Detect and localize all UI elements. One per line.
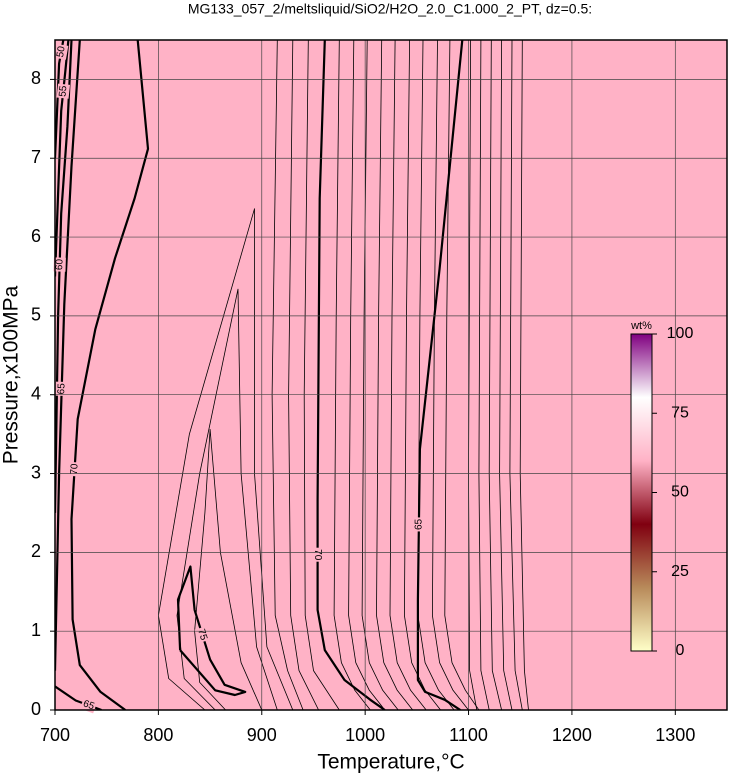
contour-line — [404, 40, 441, 710]
colorbar — [630, 333, 653, 652]
contour-line — [499, 40, 513, 710]
x-tick-label: 1100 — [449, 725, 488, 745]
contour-label: 65 — [55, 381, 68, 396]
y-tick-label: 1 — [31, 620, 41, 640]
contour-label-text: 65 — [81, 698, 96, 712]
contour-line — [488, 40, 502, 710]
y-tick-label: 4 — [31, 383, 41, 403]
plot-background — [55, 40, 727, 710]
y-tick-label: 5 — [31, 305, 41, 325]
contour-label-text: 65 — [413, 518, 424, 530]
y-tick-label: 2 — [31, 541, 41, 561]
contour-line — [519, 40, 529, 710]
contour-label-text: 60 — [54, 258, 65, 270]
contour-line — [55, 40, 73, 513]
colorbar-tick-label: 25 — [671, 563, 689, 580]
contour-label: 70 — [68, 461, 82, 477]
contour-line — [158, 208, 294, 710]
contour-line — [389, 40, 427, 710]
contour-line — [176, 565, 247, 697]
contour-line — [194, 429, 263, 710]
y-tick-label: 3 — [31, 462, 41, 482]
y-tick-label: 7 — [31, 147, 41, 167]
x-tick-label: 1300 — [655, 725, 695, 745]
contour-label-text: 70 — [69, 463, 81, 475]
contour-label-bg — [56, 83, 70, 99]
colorbar-tick-label: 0 — [676, 642, 685, 659]
contour-label: 70 — [311, 547, 324, 562]
contour-label-bg — [311, 547, 324, 562]
plot-frame — [54, 39, 728, 711]
contour-label-bg — [412, 517, 425, 532]
contour-label-text: 50 — [55, 45, 68, 58]
contour-label-bg — [194, 626, 211, 644]
contour-line — [444, 40, 480, 710]
x-axis-label: Temperature,°C — [317, 751, 464, 774]
contour-line — [468, 40, 478, 710]
x-tick-label: 1200 — [552, 725, 592, 745]
contour-line — [417, 40, 455, 710]
x-tick-label: 700 — [40, 725, 70, 745]
contour-line — [361, 40, 399, 710]
y-tick-label: 8 — [31, 68, 41, 88]
contour-line — [176, 288, 278, 710]
contour-line — [348, 40, 386, 710]
contour-label: 50 — [54, 43, 69, 60]
contour-line — [376, 40, 414, 710]
colorbar-label: wt% — [630, 320, 652, 332]
contour-label-bg — [53, 257, 66, 272]
contour-label-text: 70 — [312, 549, 323, 561]
x-tick-label: 1000 — [345, 725, 385, 745]
contour-line — [333, 40, 371, 710]
contour-line — [271, 40, 304, 710]
contour-line — [432, 40, 469, 710]
contour-label-bg — [55, 381, 68, 396]
contour-label-text: 65 — [56, 383, 67, 395]
x-tick-label: 800 — [143, 725, 173, 745]
colorbar-tick-label: 100 — [667, 325, 694, 342]
contour-line — [416, 40, 464, 710]
colorbar-tick-label: 50 — [671, 484, 689, 501]
y-tick-label: 0 — [31, 699, 41, 719]
contour-line — [70, 40, 150, 710]
contour-label-bg — [54, 43, 69, 60]
y-axis-label: Pressure,x100MPa — [0, 285, 23, 464]
contour-line — [303, 40, 340, 710]
chart-title: MG133_057_2/meltsliquid/SiO2/H2O_2.0_C1.… — [188, 1, 592, 17]
contour-label: 60 — [53, 257, 66, 272]
y-tick-label: 6 — [31, 226, 41, 246]
contour-label: 65 — [412, 517, 425, 532]
x-tick-label: 900 — [247, 725, 277, 745]
contour-line — [478, 40, 490, 710]
contour-line — [316, 40, 386, 710]
contour-label-bg — [68, 461, 82, 477]
contour-line — [55, 40, 81, 671]
colorbar-tick-label: 75 — [671, 404, 689, 421]
contour-line — [288, 40, 319, 710]
contour-line — [509, 40, 523, 710]
contour-label: 55 — [56, 83, 70, 99]
contour-label-text: 55 — [57, 85, 69, 98]
contours — [55, 40, 529, 710]
